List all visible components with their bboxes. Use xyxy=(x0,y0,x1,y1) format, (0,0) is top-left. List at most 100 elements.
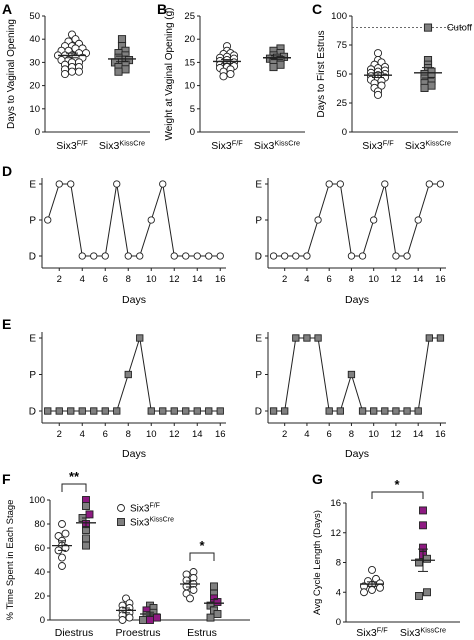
data-point xyxy=(139,616,147,624)
y-axis-label: Weight at Vaginal Opening (g) xyxy=(164,7,175,140)
data-point xyxy=(420,83,429,92)
data-point xyxy=(159,407,167,415)
x-category-label: Six3F/F xyxy=(356,625,388,639)
data-point xyxy=(414,216,422,224)
data-point xyxy=(170,407,178,415)
y-tick-label: 12 xyxy=(330,528,341,539)
data-point xyxy=(113,180,121,188)
data-point xyxy=(216,252,224,260)
chart-C: 0 25 50 75 100 Days to First Estrus Cutoff Six3… xyxy=(316,11,472,152)
data-point xyxy=(125,613,134,622)
data-point xyxy=(368,586,376,594)
data-point xyxy=(377,81,386,90)
significance-label: * xyxy=(394,477,400,492)
y-tick-label: D xyxy=(255,407,262,418)
significance-bracket xyxy=(61,483,87,492)
y-tick-label: D xyxy=(255,252,262,263)
data-point xyxy=(376,583,384,592)
x-tick-label: 14 xyxy=(413,429,424,440)
x-category-label-sup: F/F xyxy=(77,138,89,147)
x-tick-label: 6 xyxy=(327,429,332,440)
y-tick-label: E xyxy=(29,334,36,345)
data-point xyxy=(226,69,235,79)
data-point xyxy=(373,49,383,58)
x-tick-label: 16 xyxy=(435,429,446,440)
x-tick-label: 10 xyxy=(368,274,379,285)
data-point xyxy=(269,407,278,415)
y-axis-label: Days to First Estrus xyxy=(316,30,327,117)
data-point xyxy=(121,65,130,74)
legend-label-base: Six3 xyxy=(130,504,150,515)
x-category-label-base: Six3 xyxy=(362,140,383,152)
y-tick-label: 15 xyxy=(184,57,195,68)
x-tick-label: 16 xyxy=(215,429,226,440)
x-category-label-base: Six3 xyxy=(56,140,77,152)
x-category-label-base: Six3 xyxy=(356,627,377,639)
x-tick-label: 16 xyxy=(215,274,226,285)
data-point xyxy=(60,69,70,79)
panel-letter-D: D xyxy=(2,163,12,179)
data-point xyxy=(67,67,77,76)
x-tick-label: 8 xyxy=(349,429,354,440)
legend-label-base: Six3 xyxy=(130,518,150,529)
data-point xyxy=(55,407,63,415)
panel-letter-F: F xyxy=(2,471,11,487)
data-point xyxy=(113,407,121,415)
chart-E-right: D P E 2 4 6 8 10 12 14 16 Days xyxy=(255,332,446,460)
x-tick-label: 6 xyxy=(103,429,108,440)
data-point xyxy=(205,252,213,260)
data-point xyxy=(193,252,201,260)
y-tick-label: E xyxy=(255,334,262,345)
data-point xyxy=(124,252,132,260)
data-point xyxy=(182,407,190,415)
y-tick-label: P xyxy=(29,370,36,381)
data-point xyxy=(193,407,201,415)
panel-F: F 0 20 40 60 80 100 % Time Spent in Each Stage… xyxy=(2,469,250,639)
y-tick-label: 20 xyxy=(29,81,40,92)
data-point xyxy=(117,35,127,44)
y-tick-label: 20 xyxy=(184,34,195,45)
data-point xyxy=(136,252,144,260)
panel-letter-G: G xyxy=(312,471,323,487)
data-point xyxy=(61,529,70,538)
x-category-label: Six3F/F xyxy=(56,138,88,152)
x-tick-label: 14 xyxy=(192,274,203,285)
panel-E: E D P E 2 4 6 8 10 12 14 16 Days D P E 2 4 6 8 10 12 14 16 Day… xyxy=(2,316,446,460)
x-tick-label: 14 xyxy=(192,429,203,440)
x-category-label-sup: F/F xyxy=(232,138,244,147)
y-tick-label: 0 xyxy=(40,615,45,626)
data-point xyxy=(381,407,389,415)
data-point xyxy=(414,407,422,415)
data-point xyxy=(206,613,215,622)
data-point xyxy=(403,407,411,415)
data-point xyxy=(292,334,300,342)
x-tick-label: 8 xyxy=(349,274,354,285)
data-point xyxy=(114,67,123,76)
series-line xyxy=(273,337,441,412)
data-point xyxy=(392,252,400,260)
x-category-label: Six3KissCre xyxy=(99,138,145,152)
x-category-label-base: Six3 xyxy=(211,140,232,152)
y-tick-label: P xyxy=(255,216,262,227)
y-axis-label: % Time Spent in Each Stage xyxy=(5,500,16,621)
series-line xyxy=(47,183,221,257)
significance-bracket xyxy=(189,552,215,561)
data-point xyxy=(373,90,383,99)
data-point xyxy=(55,180,63,188)
y-tick-label: 4 xyxy=(336,587,341,598)
y-tick-label: 25 xyxy=(184,11,195,22)
x-tick-label: 12 xyxy=(391,274,402,285)
panel-letter-A: A xyxy=(2,1,12,17)
data-point xyxy=(136,334,144,342)
y-tick-label: 8 xyxy=(336,558,341,569)
data-point xyxy=(58,520,66,528)
data-point xyxy=(78,252,86,260)
data-point xyxy=(425,180,433,188)
y-tick-label: 30 xyxy=(29,57,40,68)
data-point xyxy=(90,252,98,260)
data-point xyxy=(78,407,86,415)
y-tick-label: E xyxy=(29,180,36,191)
